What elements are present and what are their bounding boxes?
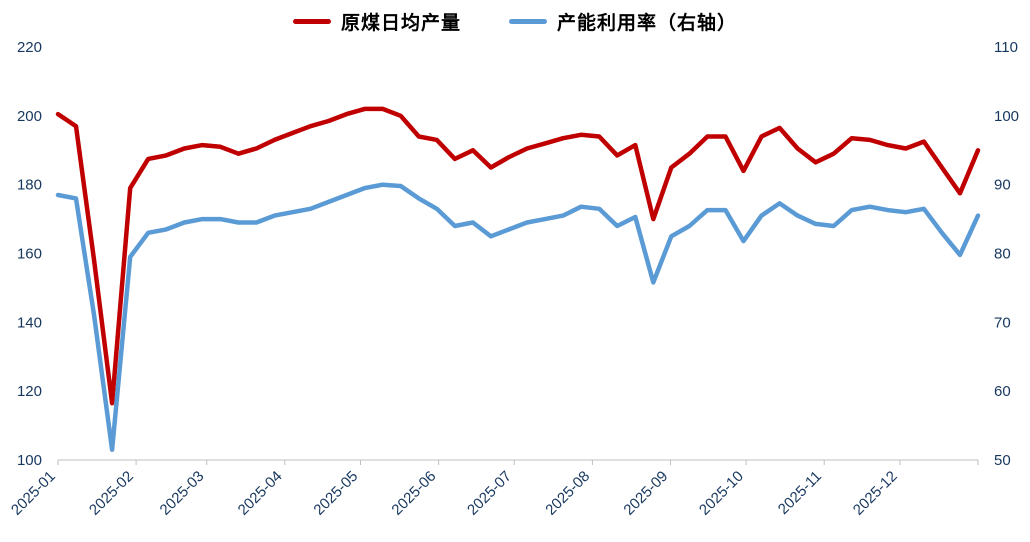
left-axis-tick-label: 200 (17, 108, 42, 125)
series-line-0 (55, 106, 981, 406)
legend-label-coal-daily-output: 原煤日均产量 (340, 13, 461, 34)
x-axis-tick-label: 2025-07 (464, 468, 515, 519)
x-axis-tick-label: 2025-08 (542, 468, 593, 519)
left-axis-tick-label: 120 (17, 383, 42, 400)
x-axis-tick-label: 2025-09 (620, 468, 671, 519)
right-axis-tick-label: 50 (994, 452, 1011, 469)
x-axis-tick-label: 2025-06 (388, 468, 439, 519)
left-axis-tick-label: 140 (17, 314, 42, 331)
x-axis-tick-label: 2025-12 (850, 468, 901, 519)
left-axis-tick-label: 160 (17, 246, 42, 263)
x-axis-tick-label: 2025-03 (157, 468, 208, 519)
red-line-swatch-icon (292, 19, 331, 24)
x-axis-tick-label: 2025-10 (696, 468, 747, 519)
left-axis-tick-label: 180 (17, 177, 42, 194)
blue-line-swatch-icon (509, 19, 547, 24)
x-axis-tick-label: 2025-04 (235, 468, 286, 519)
right-axis-tick-label: 80 (994, 246, 1011, 263)
right-axis-tick-label: 110 (994, 39, 1018, 56)
right-axis-tick-label: 90 (994, 177, 1011, 194)
legend-item-coal-daily-output[interactable]: 原煤日均产量 (292, 8, 461, 35)
legend-item-capacity-utilization[interactable]: 产能利用率（右轴） (509, 8, 737, 35)
series-line-1 (55, 182, 981, 452)
chart-legend: 原煤日均产量 产能利用率（右轴） (0, 8, 1030, 35)
right-axis-tick-label: 60 (994, 383, 1011, 400)
legend-label-capacity-utilization: 产能利用率（右轴） (557, 13, 738, 34)
x-axis-tick-label: 2025-01 (8, 468, 59, 519)
right-axis-tick-label: 100 (994, 108, 1019, 125)
x-axis-tick-label: 2025-11 (775, 468, 825, 518)
x-axis-tick-label: 2025-02 (86, 468, 137, 519)
right-axis-tick-label: 70 (994, 314, 1011, 331)
left-axis-tick-label: 100 (17, 452, 42, 469)
left-axis-tick-label: 220 (17, 39, 42, 56)
x-axis-tick-label: 2025-05 (310, 468, 361, 519)
